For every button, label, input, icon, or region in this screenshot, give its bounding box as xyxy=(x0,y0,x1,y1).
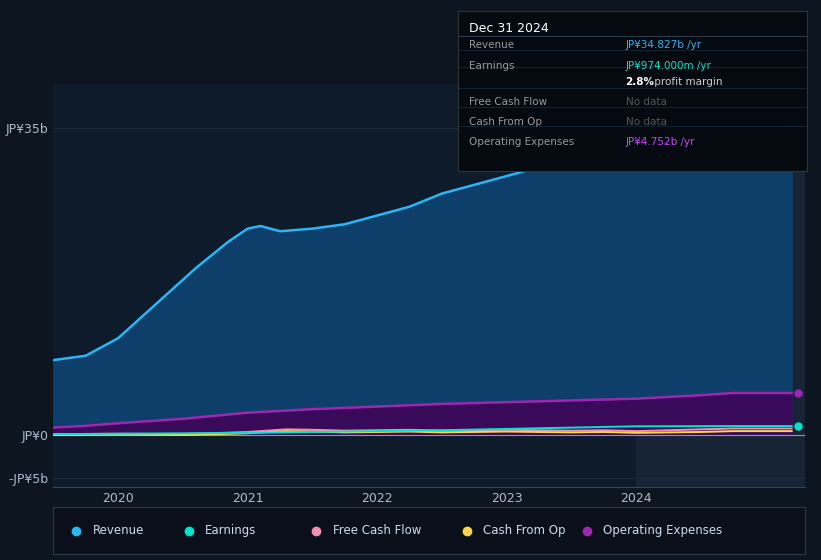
Text: Cash From Op: Cash From Op xyxy=(469,116,542,127)
Text: JP¥4.752b /yr: JP¥4.752b /yr xyxy=(626,137,695,147)
Text: Earnings: Earnings xyxy=(469,60,514,71)
Text: Operating Expenses: Operating Expenses xyxy=(469,137,574,147)
Text: Revenue: Revenue xyxy=(469,40,514,50)
Bar xyxy=(636,84,805,487)
Text: Revenue: Revenue xyxy=(93,524,144,537)
Text: 2.8%: 2.8% xyxy=(626,77,654,87)
Text: Free Cash Flow: Free Cash Flow xyxy=(469,97,547,108)
Text: Cash From Op: Cash From Op xyxy=(483,524,566,537)
Text: No data: No data xyxy=(626,116,667,127)
Text: Dec 31 2024: Dec 31 2024 xyxy=(469,22,548,35)
Text: Free Cash Flow: Free Cash Flow xyxy=(333,524,421,537)
Text: JP¥974.000m /yr: JP¥974.000m /yr xyxy=(626,60,712,71)
Text: profit margin: profit margin xyxy=(651,77,722,87)
Text: No data: No data xyxy=(626,97,667,108)
Text: Operating Expenses: Operating Expenses xyxy=(603,524,722,537)
Text: Earnings: Earnings xyxy=(205,524,256,537)
Text: JP¥34.827b /yr: JP¥34.827b /yr xyxy=(626,40,702,50)
